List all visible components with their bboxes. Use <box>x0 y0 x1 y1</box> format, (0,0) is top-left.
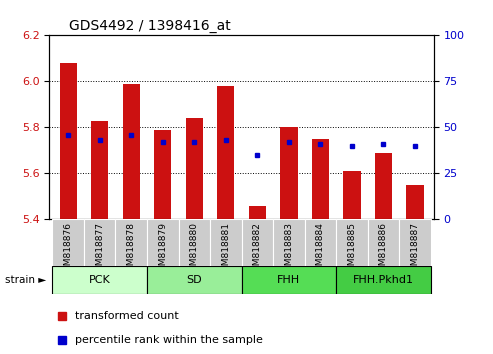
Text: FHH.Pkhd1: FHH.Pkhd1 <box>353 275 414 285</box>
Text: transformed count: transformed count <box>75 311 179 321</box>
Bar <box>186 118 203 219</box>
Bar <box>273 219 305 266</box>
Bar <box>52 219 84 266</box>
Bar <box>178 219 210 266</box>
Bar <box>280 127 297 219</box>
Bar <box>210 219 242 266</box>
Bar <box>123 84 140 219</box>
Text: percentile rank within the sample: percentile rank within the sample <box>75 335 263 345</box>
Text: GSM818878: GSM818878 <box>127 222 136 277</box>
Bar <box>343 171 360 219</box>
Text: GSM818879: GSM818879 <box>158 222 167 277</box>
Bar <box>154 130 172 219</box>
Text: GSM818885: GSM818885 <box>348 222 356 277</box>
Bar <box>84 219 115 266</box>
Bar <box>147 266 242 294</box>
Bar <box>52 266 147 294</box>
Text: GSM818877: GSM818877 <box>95 222 104 277</box>
Bar <box>336 219 368 266</box>
Text: GSM818884: GSM818884 <box>316 222 325 277</box>
Bar <box>242 219 273 266</box>
Bar <box>242 266 336 294</box>
Bar <box>147 219 178 266</box>
Text: GSM818881: GSM818881 <box>221 222 230 277</box>
Text: GSM818887: GSM818887 <box>411 222 420 277</box>
Bar <box>91 121 108 219</box>
Text: PCK: PCK <box>89 275 110 285</box>
Text: GSM818880: GSM818880 <box>190 222 199 277</box>
Bar <box>305 219 336 266</box>
Bar <box>248 206 266 219</box>
Bar <box>115 219 147 266</box>
Text: FHH: FHH <box>277 275 300 285</box>
Text: GSM818886: GSM818886 <box>379 222 388 277</box>
Text: GDS4492 / 1398416_at: GDS4492 / 1398416_at <box>69 19 230 33</box>
Bar <box>60 63 77 219</box>
Bar <box>217 86 235 219</box>
Bar <box>312 139 329 219</box>
Bar <box>368 219 399 266</box>
Bar <box>399 219 431 266</box>
Bar <box>406 185 423 219</box>
Text: strain ►: strain ► <box>5 275 46 285</box>
Text: SD: SD <box>186 275 202 285</box>
Bar <box>375 153 392 219</box>
Text: GSM818883: GSM818883 <box>284 222 293 277</box>
Bar <box>336 266 431 294</box>
Text: GSM818882: GSM818882 <box>253 222 262 277</box>
Text: GSM818876: GSM818876 <box>64 222 72 277</box>
